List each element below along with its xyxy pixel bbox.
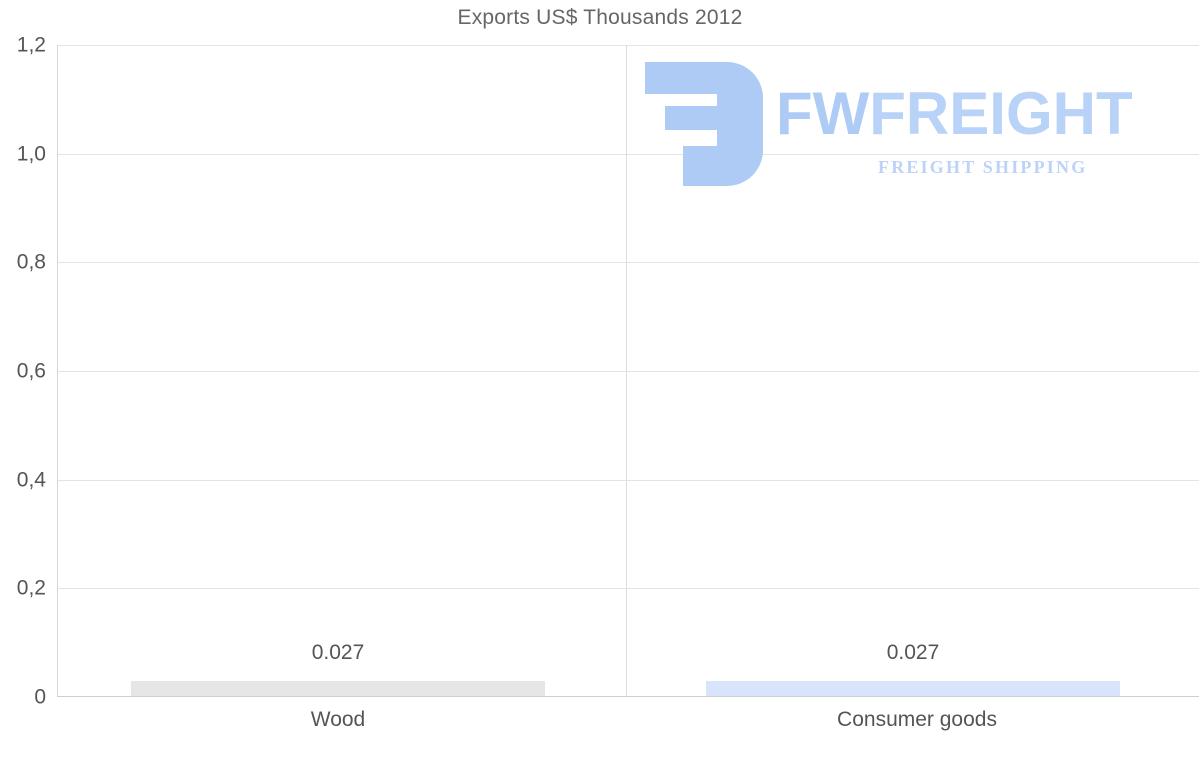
gridline-0-4 xyxy=(57,479,1199,481)
y-tick-label-0-4: 0,4 xyxy=(16,468,46,492)
bar-consumer-goods[interactable] xyxy=(706,681,1120,696)
gridline-1-2 xyxy=(57,45,1199,46)
y-axis-line xyxy=(57,45,58,697)
y-tick-label-0-6: 0,6 xyxy=(16,359,46,383)
axis-baseline-zero xyxy=(57,696,1199,697)
gridline-0-6 xyxy=(57,371,1199,372)
chart-title: Exports US$ Thousands 2012 xyxy=(457,6,743,29)
gridline-0-2 xyxy=(57,588,1199,590)
bar-value-label-wood: 0.027 xyxy=(311,641,365,664)
x-axis-label-wood: Wood xyxy=(310,708,366,731)
bar-value-label-consumer-goods: 0.027 xyxy=(886,641,940,664)
plot-area xyxy=(57,45,1199,697)
bar-wood[interactable] xyxy=(131,681,545,696)
y-tick-label-1-2: 1,2 xyxy=(16,33,46,57)
gridline-1-0 xyxy=(57,153,1199,155)
y-tick-label-1-0: 1,0 xyxy=(16,142,46,166)
category-divider xyxy=(626,45,627,697)
y-tick-label-0-2: 0,2 xyxy=(16,576,46,600)
y-tick-label-0-8: 0,8 xyxy=(16,250,46,274)
x-axis-label-consumer-goods: Consumer goods xyxy=(837,708,997,731)
gridline-0-8 xyxy=(57,262,1199,264)
y-tick-label-0: 0 xyxy=(34,685,46,709)
